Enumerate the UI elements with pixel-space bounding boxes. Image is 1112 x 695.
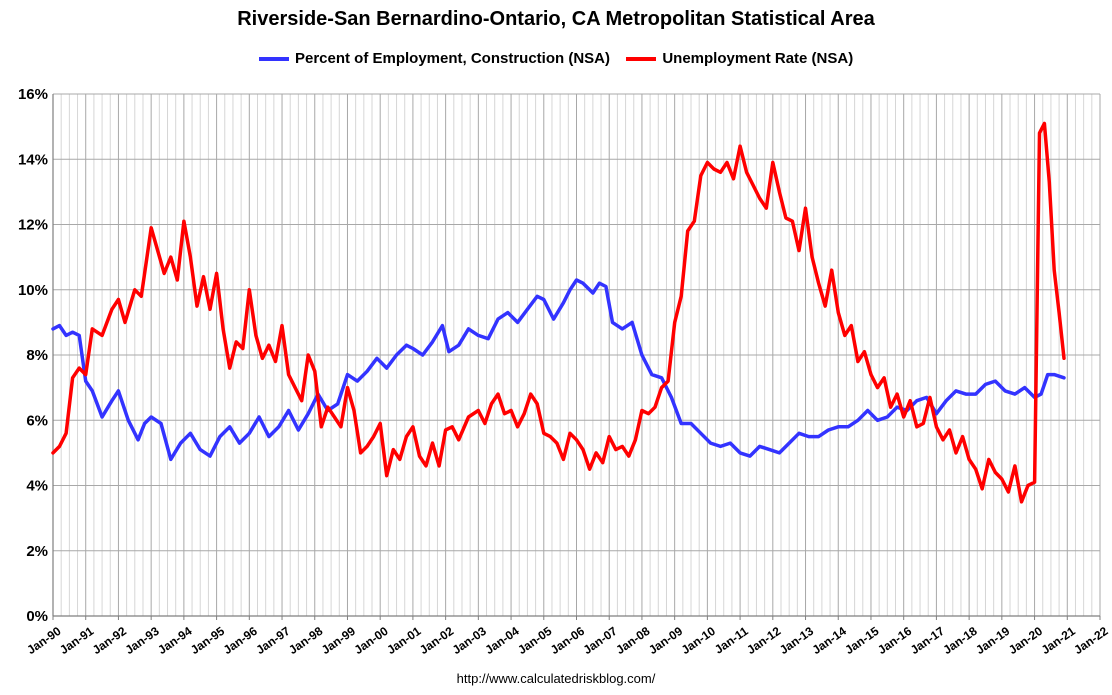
y-tick-label: 0% [26,608,48,625]
x-tick-label: Jan-19 [973,624,1012,657]
x-tick-label: Jan-99 [319,624,358,657]
y-tick-label: 2% [26,543,48,560]
x-tick-label: Jan-20 [1006,624,1045,657]
legend: Percent of Employment, Construction (NSA… [0,50,1112,67]
x-tick-label: Jan-06 [548,624,587,657]
x-tick-label: Jan-10 [679,624,718,657]
y-tick-label: 4% [26,478,48,495]
x-tick-label: Jan-18 [940,624,979,657]
x-tick-labels: Jan-90Jan-91Jan-92Jan-93Jan-94Jan-95Jan-… [24,624,1110,657]
x-tick-label: Jan-11 [712,624,751,657]
x-tick-label: Jan-08 [613,624,652,657]
series-lines [51,121,1066,504]
major-gridlines [52,93,1101,617]
y-tick-labels: 0% 2% 4% 6% 8% 10% 12% 14% 16% [18,86,48,625]
legend-swatch-unemployment [626,57,657,62]
construction-employment-line [51,278,1066,462]
x-tick-label: Jan-04 [482,624,521,657]
legend-label-construction: Percent of Employment, Construction (NSA… [294,50,610,67]
x-tick-label: Jan-14 [810,624,849,657]
x-tick-label: Jan-13 [777,624,816,657]
y-tick-label: 8% [26,347,48,364]
x-tick-label: Jan-00 [352,624,391,657]
x-tick-label: Jan-98 [286,624,325,657]
legend-label-unemployment: Unemployment Rate (NSA) [662,50,854,67]
x-tick-label: Jan-97 [253,624,292,657]
y-tick-label: 10% [18,282,48,299]
x-tick-label: Jan-21 [1039,624,1078,657]
legend-swatch-construction [258,57,289,62]
x-tick-label: Jan-09 [646,624,685,657]
y-tick-label: 12% [18,217,48,234]
x-tick-label: Jan-96 [221,624,260,657]
x-tick-label: Jan-16 [875,624,914,657]
x-tick-label: Jan-93 [123,624,162,657]
chart-title: Riverside-San Bernardino-Ontario, CA Met… [237,8,875,30]
x-tick-label: Jan-01 [384,624,423,657]
legend-entry-construction: Percent of Employment, Construction (NSA… [258,50,610,67]
x-tick-label: Jan-95 [188,624,227,657]
legend-entry-unemployment: Unemployment Rate (NSA) [626,50,853,67]
x-tick-label: Jan-05 [515,624,554,657]
x-tick-label: Jan-15 [842,624,881,657]
x-tick-label: Jan-22 [1071,624,1110,657]
y-tick-label: 14% [18,151,48,168]
x-tick-label: Jan-02 [417,624,456,657]
x-tick-label: Jan-91 [57,624,96,657]
x-tick-label: Jan-94 [155,624,194,657]
x-tick-label: Jan-07 [581,624,620,657]
axes [52,94,1101,620]
x-tick-label: Jan-92 [90,624,129,657]
x-tick-label: Jan-17 [908,624,947,657]
source-note: http://www.calculatedriskblog.com/ [456,671,656,686]
y-tick-label: 6% [26,412,48,429]
unemployment-rate-line [51,121,1066,504]
x-tick-label: Jan-03 [450,624,489,657]
x-tick-label: Jan-90 [24,624,63,657]
y-tick-label: 16% [18,86,48,103]
x-tick-label: Jan-12 [744,624,783,657]
